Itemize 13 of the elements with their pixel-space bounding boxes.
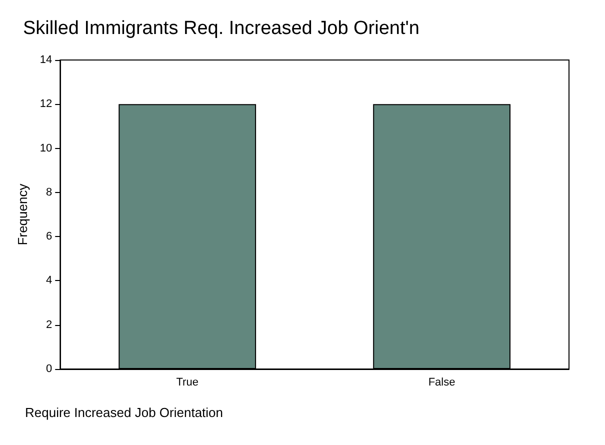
- y-tick-label: 12: [40, 98, 52, 110]
- y-tick-label: 0: [46, 363, 52, 375]
- x-axis-title: Require Increased Job Orientation: [25, 405, 224, 420]
- y-axis-title: Frequency: [15, 183, 30, 246]
- x-tick-label: True: [176, 376, 198, 388]
- y-tick-label: 2: [46, 318, 52, 331]
- y-tick-label: 8: [46, 186, 52, 198]
- chart-title: Skilled Immigrants Req. Increased Job Orient'n: [23, 18, 420, 39]
- y-tick-label: 6: [46, 230, 52, 243]
- y-tick-label: 4: [46, 274, 52, 287]
- x-tick-label: False: [428, 376, 456, 388]
- y-tick-label: 10: [40, 142, 52, 154]
- y-tick-label: 14: [40, 54, 52, 66]
